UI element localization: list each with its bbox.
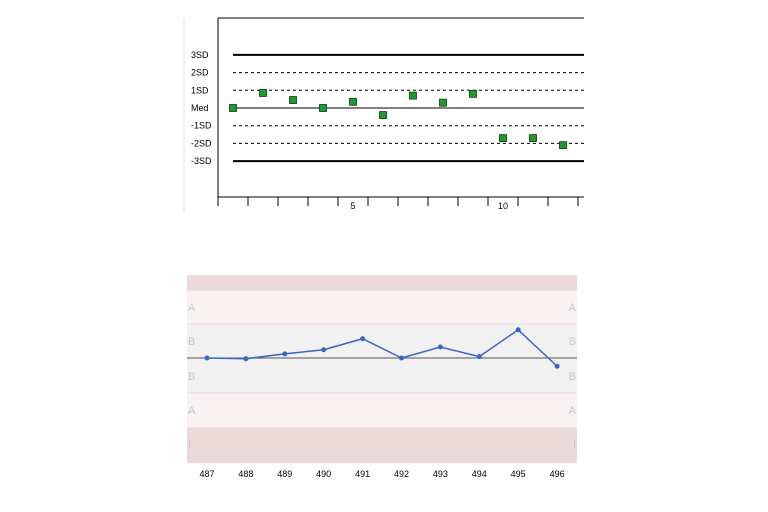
data-point-marker <box>349 97 357 106</box>
data-point-marker <box>559 141 567 150</box>
data-point-marker <box>259 89 267 97</box>
data-point-marker <box>282 351 288 357</box>
y-tick-label: -1SD <box>191 121 212 131</box>
spc-chart-top: 3SD 2SD 1SD Med -1SD -2SD -3SD 5 10 <box>183 17 584 212</box>
x-category-label: 495 <box>511 469 526 479</box>
data-point-marker <box>204 355 210 361</box>
x-category-label: 489 <box>277 469 292 479</box>
data-point-marker <box>554 363 560 369</box>
top-plot-frame <box>183 17 584 212</box>
x-category-label: 496 <box>550 469 565 479</box>
zone-label-right: B <box>569 336 576 348</box>
zone-band <box>187 393 577 428</box>
x-category-label: 487 <box>199 469 214 479</box>
y-tick-label: 1SD <box>191 85 209 95</box>
zone-band <box>187 358 577 393</box>
data-point-marker <box>321 347 327 353</box>
data-point-marker <box>229 104 237 112</box>
zone-label-left: A <box>188 302 196 314</box>
zone-label-left: B <box>188 371 195 383</box>
data-point-marker <box>289 96 297 104</box>
x-category-label: 493 <box>433 469 448 479</box>
zone-label-right: A <box>569 405 577 417</box>
x-tick-label: 5 <box>350 201 355 211</box>
y-tick-label: 3SD <box>191 50 209 60</box>
data-point-marker <box>379 111 387 119</box>
data-point-marker <box>529 134 537 142</box>
y-tick-label: -2SD <box>191 138 212 148</box>
data-point-marker <box>319 104 327 112</box>
data-point-marker <box>515 327 521 333</box>
y-tick-label: 2SD <box>191 68 209 78</box>
x-tick-label: 10 <box>498 201 508 211</box>
data-point-marker <box>437 344 443 350</box>
zone-label-right: B <box>569 371 576 383</box>
zone-band <box>187 324 577 358</box>
zone-band <box>187 290 577 324</box>
x-category-label: 490 <box>316 469 331 479</box>
x-category-label: 494 <box>472 469 487 479</box>
data-point-marker <box>243 356 249 362</box>
zone-band <box>187 428 577 463</box>
zone-label-left: B <box>188 336 195 348</box>
data-point-marker <box>409 91 417 100</box>
y-tick-label: -3SD <box>191 156 212 166</box>
data-point-marker <box>476 354 482 360</box>
data-point-marker <box>499 134 507 142</box>
data-point-marker <box>360 336 366 342</box>
zone-label-left: I <box>188 439 191 451</box>
x-category-label: 492 <box>394 469 409 479</box>
data-point-marker <box>399 355 404 361</box>
zone-label-right: I <box>573 439 576 451</box>
data-point-marker <box>469 89 477 98</box>
zone-band <box>187 275 577 290</box>
series-line <box>206 328 558 367</box>
y-tick-label: Med <box>191 103 209 113</box>
data-point-marker <box>439 98 447 107</box>
zone-label-right: A <box>569 302 577 314</box>
x-category-label: 491 <box>355 469 370 479</box>
x-category-label: 488 <box>238 469 253 479</box>
zone-label-left: A <box>188 405 196 417</box>
